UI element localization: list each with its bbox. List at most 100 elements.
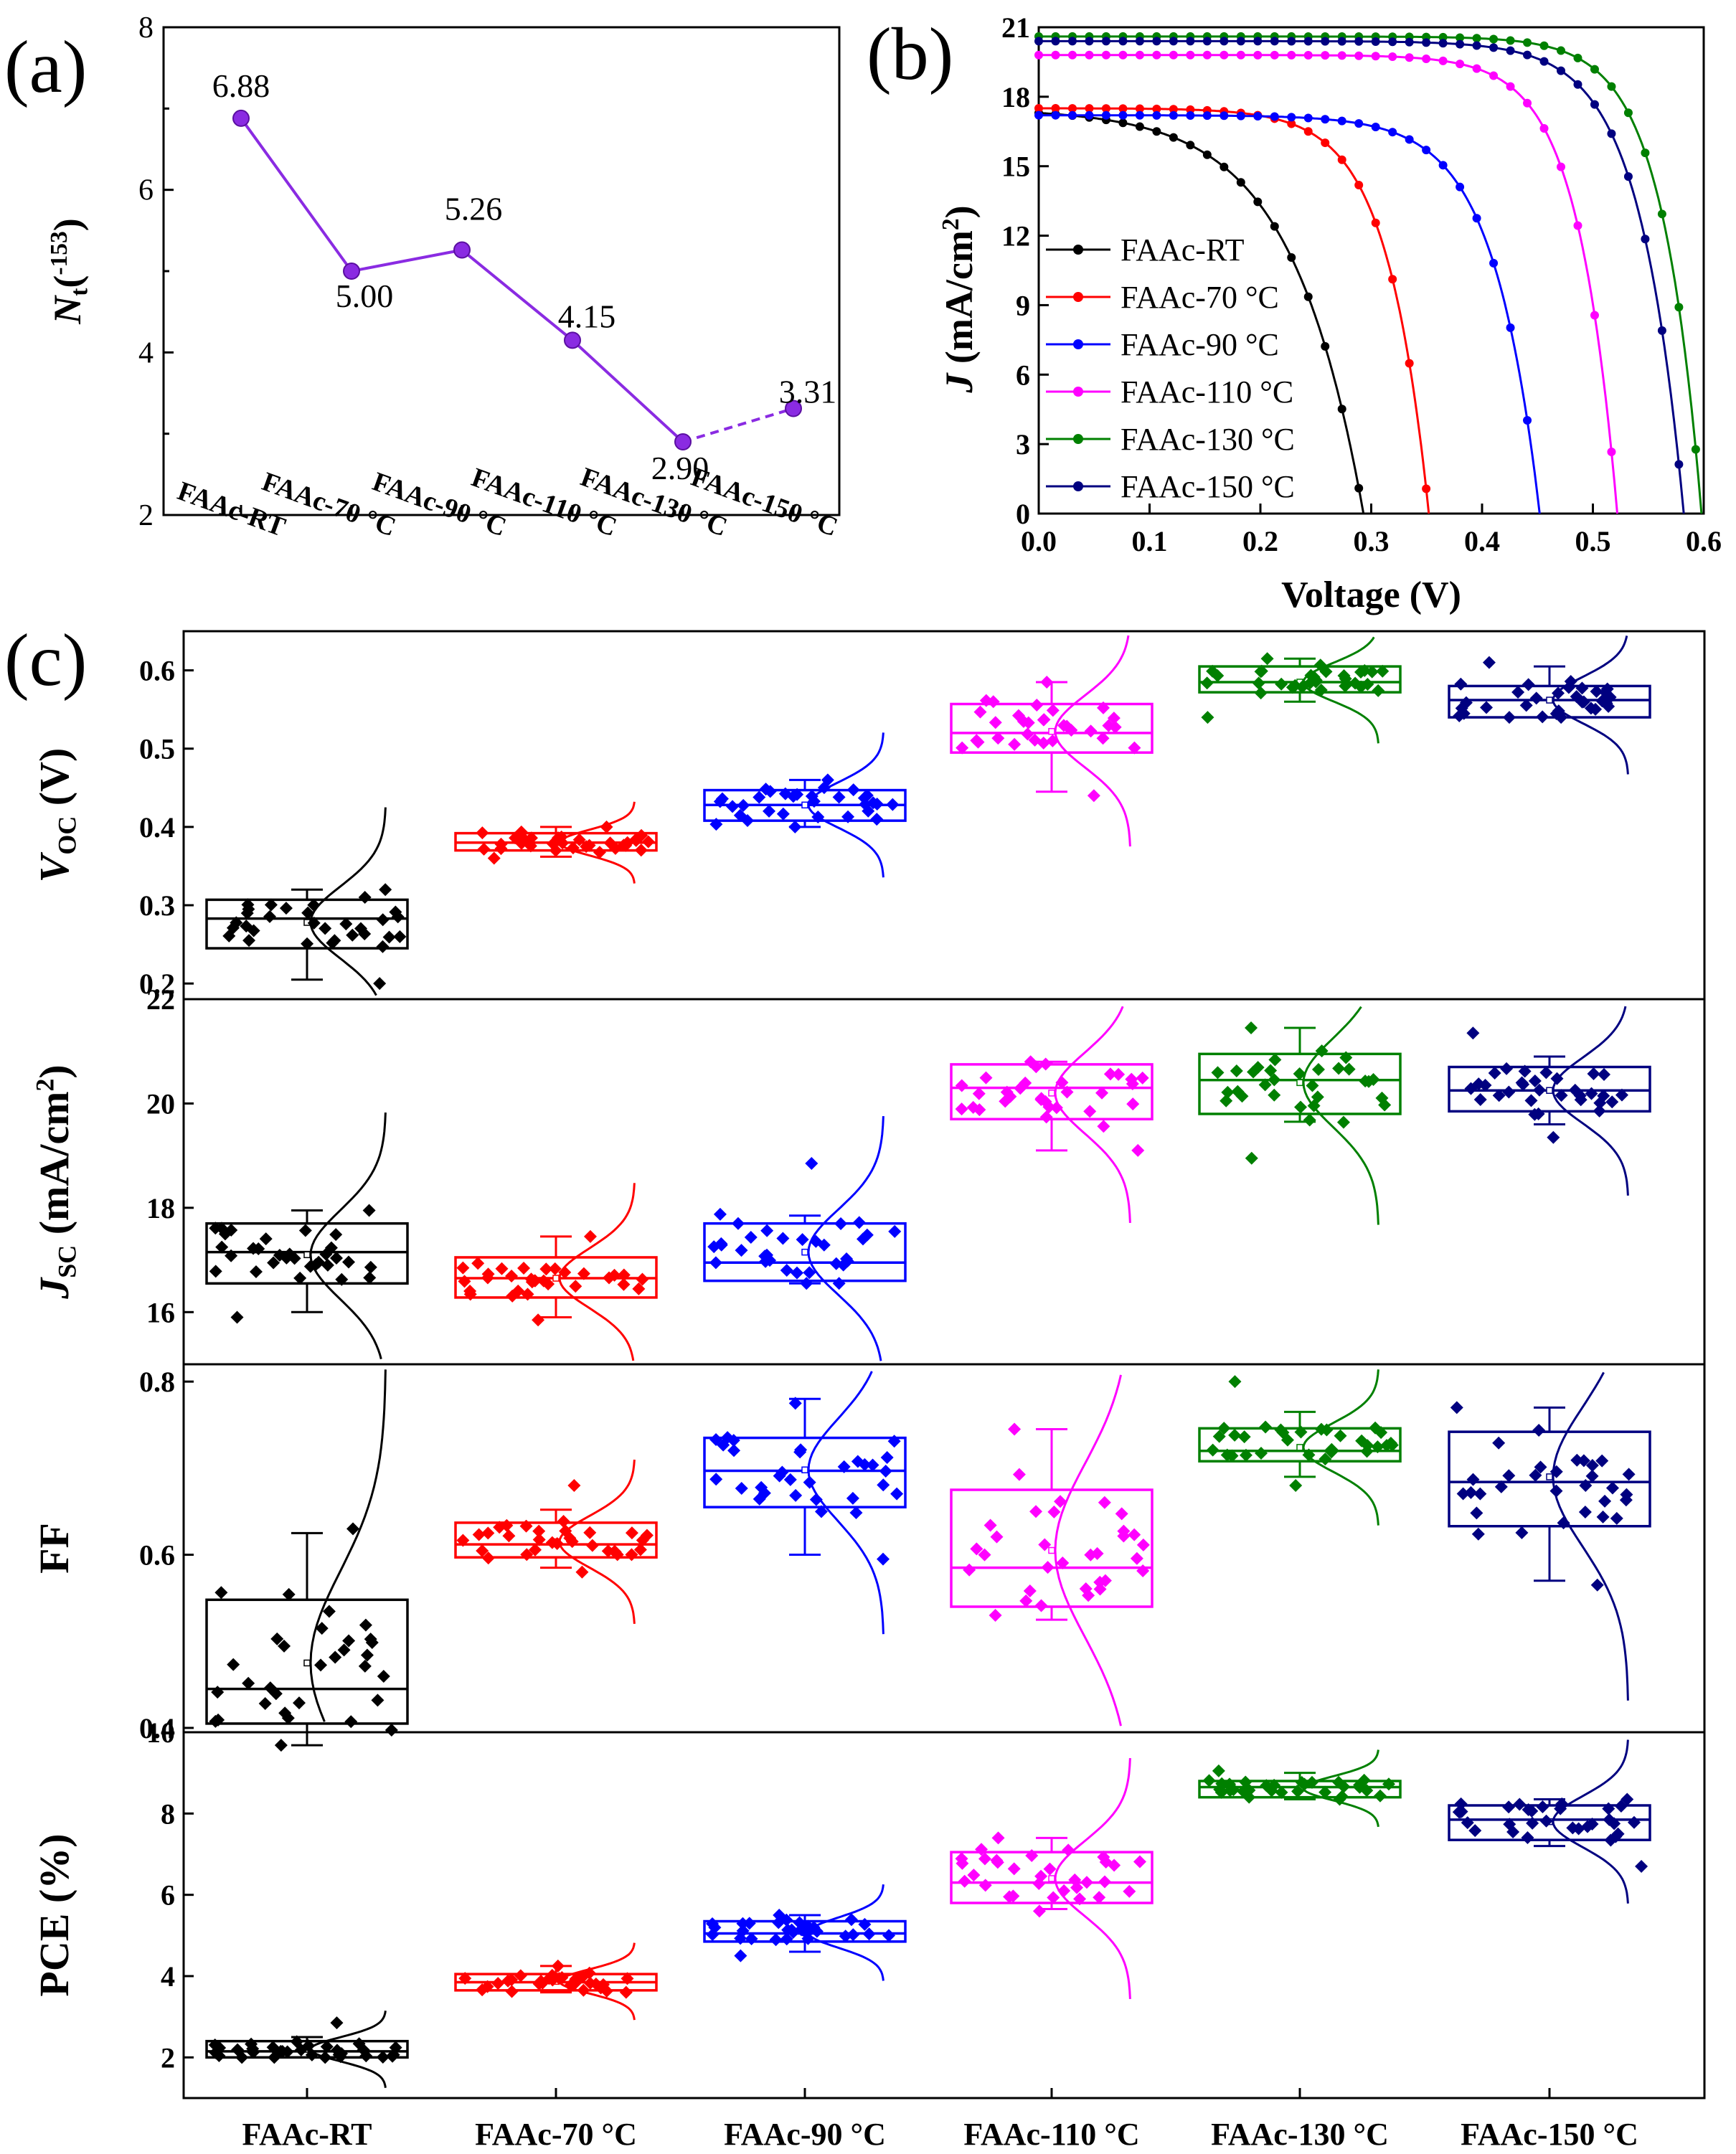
data-point (514, 1969, 527, 1983)
data-point (727, 1434, 740, 1447)
data-point (1258, 1078, 1272, 1092)
data-point (737, 798, 750, 812)
data-point (1562, 681, 1575, 694)
data-point (270, 1632, 284, 1645)
data-point (1360, 1784, 1374, 1798)
data-point (1095, 1086, 1109, 1100)
data-point (558, 1265, 572, 1279)
data-point (1291, 1785, 1305, 1798)
data-point (846, 1491, 859, 1505)
series-point (1270, 112, 1279, 121)
data-point (1602, 1802, 1615, 1815)
data-point (298, 1224, 312, 1237)
legend-entry: FAAc-130 °C (1121, 422, 1295, 457)
data-point (628, 833, 642, 846)
series-point (1557, 66, 1566, 75)
data-point (788, 820, 802, 833)
data-point (1245, 1021, 1258, 1034)
series-point (1270, 222, 1279, 231)
data-point (636, 1272, 649, 1286)
series-point (1623, 172, 1633, 181)
y-tick-label: 6 (138, 174, 154, 207)
data-point (983, 1518, 997, 1532)
data-point (463, 1288, 477, 1301)
data-point (517, 1262, 531, 1275)
data-point (1614, 1799, 1628, 1813)
series-point (1067, 50, 1077, 60)
data-point (625, 1548, 638, 1562)
data-point (1093, 1582, 1107, 1596)
series-point (1405, 53, 1414, 62)
data-point (1482, 656, 1496, 669)
data-point (222, 929, 236, 943)
data-point (1620, 1488, 1633, 1501)
data-point (506, 1289, 519, 1303)
x-tick-label: 0.5 (1575, 525, 1611, 557)
data-point (1029, 1060, 1043, 1074)
series-point (1101, 110, 1110, 120)
series-point (1674, 460, 1684, 469)
data-point (1294, 1425, 1308, 1439)
data-point (481, 1271, 494, 1285)
data-point (1047, 1891, 1060, 1904)
y-tick-label: 22 (146, 983, 175, 1016)
mean-marker (1296, 1444, 1303, 1451)
series-point (1607, 448, 1616, 457)
series-point (1472, 34, 1481, 43)
data-point (1590, 1578, 1604, 1592)
distribution-curve (1552, 1371, 1629, 1701)
data-point (886, 798, 900, 811)
data-point (1136, 1564, 1150, 1577)
data-point (472, 1528, 486, 1541)
data-point (1524, 1094, 1538, 1107)
data-point (1566, 1821, 1580, 1835)
data-point (788, 1397, 802, 1410)
data-point (870, 813, 884, 826)
data-point (565, 1535, 579, 1549)
data-point (542, 1277, 555, 1291)
distribution-curve (807, 1116, 884, 1361)
y-tick-label: 16 (146, 1296, 175, 1328)
box-pce-2 (703, 1884, 907, 1981)
data-point (1532, 1107, 1545, 1120)
data-point (888, 1224, 902, 1238)
distribution-curve (1552, 1006, 1629, 1196)
data-point (990, 1530, 1004, 1544)
data-point (359, 1618, 372, 1632)
data-point (1585, 1469, 1599, 1483)
data-point (1466, 1026, 1480, 1040)
data-point (385, 1724, 398, 1737)
box-voc-3 (950, 635, 1154, 847)
data-point (344, 1715, 358, 1729)
data-point (1235, 1090, 1249, 1103)
data-point (1023, 1584, 1037, 1598)
data-point (970, 1542, 983, 1556)
series-point (1472, 64, 1481, 73)
data-point (548, 1262, 562, 1275)
series-point (1152, 50, 1161, 60)
data-point (1593, 1104, 1606, 1118)
panel-tag-a: (a) (4, 26, 87, 108)
data-point (803, 1266, 816, 1280)
series-point (1657, 209, 1666, 219)
series-point (1489, 258, 1499, 268)
panel-tag-b: (b) (867, 13, 953, 95)
data-point (879, 1464, 892, 1478)
series-point (1641, 148, 1650, 158)
series-point (1186, 50, 1195, 60)
data-point (989, 716, 1002, 729)
data-point (373, 977, 387, 991)
data-point (593, 846, 606, 859)
series-point (1539, 123, 1549, 133)
data-point (247, 1242, 260, 1255)
data-point (1265, 1784, 1278, 1798)
data-point (215, 1240, 229, 1254)
data-point (1245, 1151, 1258, 1165)
data-point (386, 2049, 400, 2063)
data-point (346, 1522, 360, 1536)
series-point (1085, 110, 1094, 120)
data-point (1294, 1100, 1308, 1114)
data-point (1314, 684, 1328, 697)
data-point (978, 1852, 991, 1866)
series-point (1371, 123, 1380, 132)
